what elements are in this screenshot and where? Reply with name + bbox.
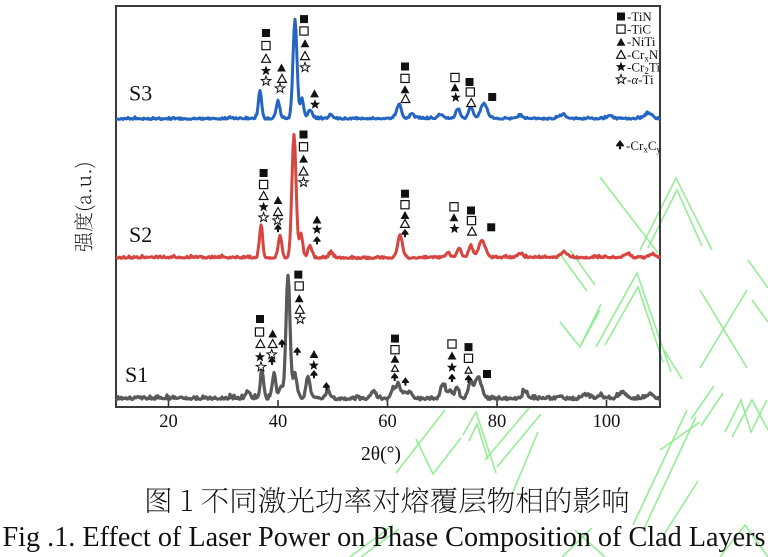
svg-text:40: 40 xyxy=(269,412,288,432)
svg-text:S2: S2 xyxy=(129,222,152,247)
svg-text:-TiN: -TiN xyxy=(627,9,652,24)
svg-text:60: 60 xyxy=(378,412,397,432)
svg-text:S1: S1 xyxy=(125,362,148,387)
svg-text:-Cr2Ti: -Cr2Ti xyxy=(627,59,660,76)
svg-text:-TiC: -TiC xyxy=(627,22,651,37)
svg-text:100: 100 xyxy=(593,412,621,432)
svg-text:Fig .1. Effect of Laser Power: Fig .1. Effect of Laser Power on Phase C… xyxy=(3,522,766,553)
svg-text:S3: S3 xyxy=(129,81,152,106)
svg-text:80: 80 xyxy=(488,412,507,432)
svg-text:-α-Ti: -α-Ti xyxy=(627,72,654,87)
svg-text:20: 20 xyxy=(159,412,178,432)
svg-text:-NiTi: -NiTi xyxy=(627,34,656,49)
svg-text:2θ(°): 2θ(°) xyxy=(361,444,401,465)
svg-text:-CrxN: -CrxN xyxy=(627,47,659,64)
svg-text:-CrxCy: -CrxCy xyxy=(626,138,662,155)
